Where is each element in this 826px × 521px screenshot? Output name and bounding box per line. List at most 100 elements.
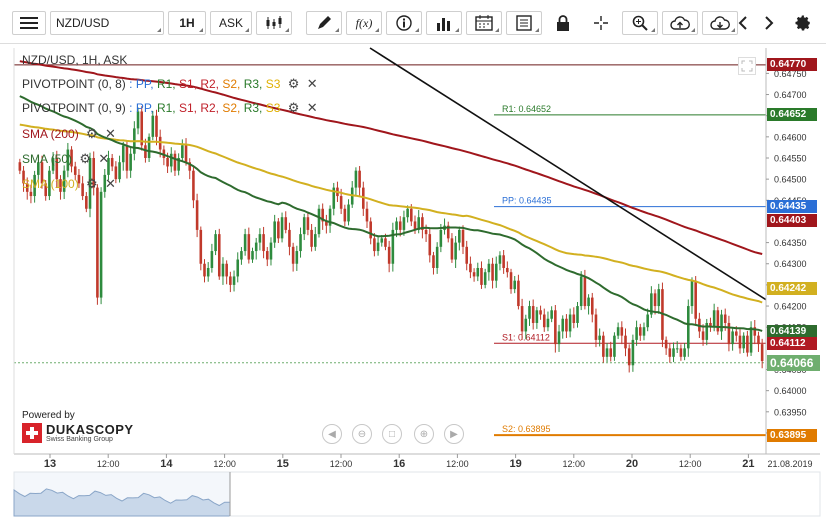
candle-body (92, 157, 96, 188)
pan-left-button[interactable]: ◀ (322, 424, 342, 444)
expand-icon (741, 60, 753, 72)
candle-body (520, 306, 524, 332)
pivot-2-close-icon[interactable]: ✕ (306, 100, 318, 115)
zoom-in-button[interactable]: ⊕ (414, 424, 434, 444)
candle-body (110, 157, 114, 167)
zoom-button[interactable] (622, 11, 658, 35)
candle-body (339, 196, 343, 209)
candle-body (458, 229, 461, 243)
reset-zoom-button[interactable]: □ (382, 424, 402, 444)
zoom-out-button[interactable]: ⊖ (352, 424, 372, 444)
hamburger-icon (20, 17, 38, 29)
side-select[interactable]: ASK (210, 11, 252, 35)
lock-button[interactable] (550, 11, 576, 35)
pivot-item-label: R3, (240, 77, 263, 91)
candle-body (638, 327, 642, 336)
candle-body (251, 251, 254, 260)
calendar-button[interactable] (466, 11, 502, 35)
candle-body (746, 335, 749, 353)
candle-body (210, 251, 214, 268)
candle-body (214, 234, 217, 252)
current-price-tag: 0.64066 (767, 354, 820, 371)
sma200-close-icon[interactable]: ✕ (105, 126, 116, 141)
candle-body (107, 157, 110, 175)
sma50-settings-icon[interactable]: ⚙ (79, 151, 92, 166)
pivot-1-name: PIVOTPOINT (0, 8) (22, 77, 126, 91)
scroll-left-button[interactable] (734, 11, 752, 35)
candle-body (195, 200, 199, 230)
candle-body (679, 348, 683, 357)
upload-button[interactable] (662, 11, 698, 35)
candle-body (158, 136, 162, 150)
candle-body (358, 170, 361, 188)
candle-body (406, 208, 409, 218)
dukascopy-logo[interactable]: DUKASCOPY Swiss Banking Group (22, 423, 134, 443)
menu-button[interactable] (12, 11, 46, 35)
candle-body (424, 229, 428, 235)
sma100-close-icon[interactable]: ✕ (105, 176, 116, 191)
candle-body (18, 162, 22, 171)
candle-body (125, 145, 129, 171)
candle-body (284, 217, 288, 230)
navigator[interactable] (13, 471, 821, 517)
pivot-item-label: : PP, (129, 101, 154, 115)
candle-body (642, 327, 646, 336)
calendar-icon (475, 15, 493, 31)
candle-body (88, 157, 92, 209)
sma50-line (19, 95, 763, 332)
sma100-settings-icon[interactable]: ⚙ (86, 176, 98, 191)
download-button[interactable] (702, 11, 738, 35)
pivot-item-label: S1, (175, 77, 197, 91)
timeframe-select[interactable]: 1H (168, 11, 206, 35)
draw-tool-button[interactable] (306, 11, 342, 35)
price-tag: 0.63895 (767, 428, 817, 442)
price-tag: 0.64435 (767, 200, 817, 214)
crosshair-button[interactable] (588, 11, 614, 35)
chart-type-button[interactable] (256, 11, 292, 35)
candle-body (572, 314, 576, 323)
expand-button[interactable] (738, 57, 756, 75)
sma200-settings-icon[interactable]: ⚙ (86, 126, 98, 141)
report-button[interactable] (506, 11, 542, 35)
settings-button[interactable] (792, 11, 814, 35)
symbol-select[interactable]: NZD/USD (50, 11, 164, 35)
candle-body (686, 306, 690, 349)
pivot-1-settings-icon[interactable]: ⚙ (287, 76, 300, 91)
pivot-1-close-icon[interactable]: ✕ (306, 76, 318, 91)
x-tick-label: 12:00 (97, 459, 120, 469)
indicators-button[interactable]: f(x) (346, 11, 382, 35)
sma50-close-icon[interactable]: ✕ (98, 151, 110, 166)
candle-body (166, 157, 169, 167)
candle-body (321, 208, 324, 222)
candle-body (302, 217, 306, 235)
candle-body (613, 335, 616, 357)
pivot-2-items: : PP, R1, S1, R2, S2, R3, S3 (129, 101, 280, 115)
candle-body (402, 217, 406, 230)
candle-body (705, 322, 709, 340)
pivot-item-label: S1, (175, 101, 197, 115)
candle-body (262, 234, 265, 252)
pivot-2-settings-icon[interactable]: ⚙ (287, 100, 300, 115)
sma100-label: SMA (100) (22, 177, 79, 191)
scroll-right-button[interactable] (760, 11, 778, 35)
candle-body (417, 217, 420, 230)
y-tick-label: 0.63950 (774, 407, 807, 417)
candle-body (602, 335, 605, 357)
triangle-right-icon: ▶ (450, 428, 458, 440)
candle-body (635, 327, 638, 340)
chevron-right-icon (765, 16, 774, 30)
candle-body (646, 314, 649, 328)
candle-body (81, 183, 84, 197)
volume-button[interactable] (426, 11, 462, 35)
candle-body (70, 149, 73, 167)
zoom-in-icon: ⊕ (419, 428, 429, 440)
info-button[interactable] (386, 11, 422, 35)
candle-body (225, 263, 228, 277)
candle-body (598, 335, 601, 340)
candle-body (410, 208, 413, 222)
pan-right-button[interactable]: ▶ (444, 424, 464, 444)
candle-body (631, 339, 635, 366)
candle-body (528, 306, 531, 319)
candle-body (51, 157, 55, 171)
